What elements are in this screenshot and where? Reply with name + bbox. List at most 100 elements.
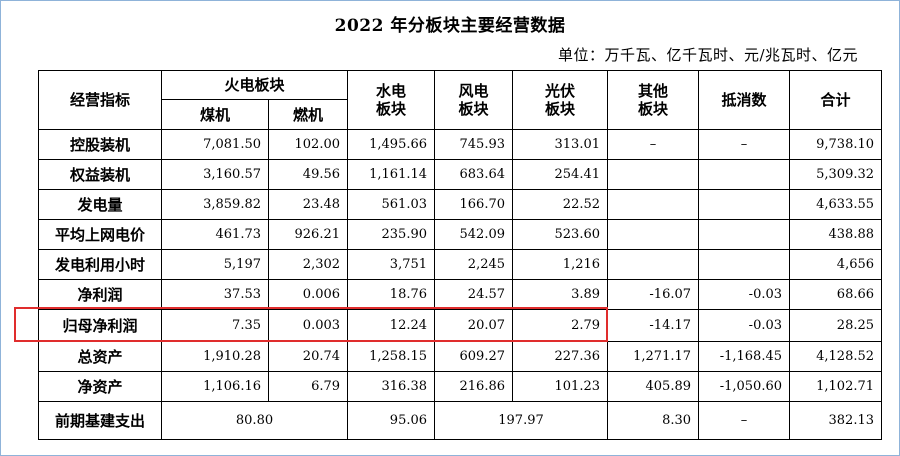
table-title: 2022 年分板块主要经营数据 [334, 16, 566, 36]
header-other: 其他 板块 [607, 70, 700, 130]
cell-gas: 0.003 [267, 309, 349, 342]
cell-gas: 49.56 [267, 159, 349, 190]
table-row-highlighted: 归母净利润 7.35 0.003 12.24 20.07 2.79 -14.17… [38, 309, 883, 342]
header-total: 合计 [789, 70, 883, 130]
table-row: 总资产 1,910.28 20.74 1,258.15 609.27 227.3… [38, 341, 883, 372]
cell-hydro: 1,258.15 [347, 341, 436, 372]
cell-hydro: 561.03 [347, 189, 436, 220]
cell-renewable-capex: 197.97 [434, 401, 609, 440]
cell-total: 4,656 [789, 249, 883, 280]
cell-hydro: 316.38 [347, 371, 436, 402]
cell-total: 438.88 [789, 219, 883, 250]
cell-coal: 1,106.16 [161, 371, 269, 402]
cell-wind: 216.86 [434, 371, 514, 402]
cell-hydro: 18.76 [347, 279, 436, 310]
cell-offset [698, 219, 791, 250]
cell-total-capex: 382.13 [789, 401, 883, 440]
table-row: 发电量 3,859.82 23.48 561.03 166.70 22.52 4… [38, 189, 883, 220]
cell-wind: 2,245 [434, 249, 514, 280]
table-row: 净资产 1,106.16 6.79 316.38 216.86 101.23 4… [38, 371, 883, 402]
cell-coal: 5,197 [161, 249, 269, 280]
cell-offset [698, 249, 791, 280]
cell-gas: 102.00 [267, 129, 349, 160]
cell-solar: 101.23 [512, 371, 609, 402]
cell-offset-capex: – [698, 401, 791, 440]
cell-solar: 22.52 [512, 189, 609, 220]
cell-other [607, 159, 700, 190]
cell-offset [698, 189, 791, 220]
cell-wind: 745.93 [434, 129, 514, 160]
cell-offset: -0.03 [698, 309, 791, 342]
cell-other: – [607, 129, 700, 160]
unit-note: 单位：万千瓦、亿千瓦时、元/兆瓦时、亿元 [557, 46, 858, 64]
cell-total: 9,738.10 [789, 129, 883, 160]
cell-solar: 227.36 [512, 341, 609, 372]
cell-coal: 1,910.28 [161, 341, 269, 372]
row-label: 平均上网电价 [38, 219, 162, 250]
cell-other: 405.89 [607, 371, 700, 402]
cell-gas: 2,302 [267, 249, 349, 280]
cell-other [607, 189, 700, 220]
cell-hydro: 12.24 [347, 309, 436, 342]
cell-offset: -1,050.60 [698, 371, 791, 402]
cell-total: 5,309.32 [789, 159, 883, 190]
cell-hydro: 3,751 [347, 249, 436, 280]
cell-solar: 523.60 [512, 219, 609, 250]
row-label: 控股装机 [38, 129, 162, 160]
cell-offset: -0.03 [698, 279, 791, 310]
cell-offset [698, 159, 791, 190]
cell-offset: -1,168.45 [698, 341, 791, 372]
cell-coal: 3,859.82 [161, 189, 269, 220]
header-coal: 煤机 [161, 99, 269, 130]
cell-hydro: 1,161.14 [347, 159, 436, 190]
table-row: 权益装机 3,160.57 49.56 1,161.14 683.64 254.… [38, 159, 883, 190]
cell-coal: 461.73 [161, 219, 269, 250]
cell-solar: 3.89 [512, 279, 609, 310]
cell-wind: 683.64 [434, 159, 514, 190]
header-solar: 光伏 板块 [512, 70, 609, 130]
row-label: 发电利用小时 [38, 249, 162, 280]
cell-hydro: 1,495.66 [347, 129, 436, 160]
header-gas: 燃机 [267, 99, 349, 130]
cell-gas: 20.74 [267, 341, 349, 372]
cell-total: 68.66 [789, 279, 883, 310]
cell-gas: 6.79 [267, 371, 349, 402]
cell-solar: 313.01 [512, 129, 609, 160]
table-row: 控股装机 7,081.50 102.00 1,495.66 745.93 313… [38, 129, 883, 160]
cell-hydro: 235.90 [347, 219, 436, 250]
cell-gas: 0.006 [267, 279, 349, 310]
row-label: 归母净利润 [38, 309, 162, 342]
cell-coal: 7,081.50 [161, 129, 269, 160]
header-indicator: 经营指标 [38, 70, 162, 130]
cell-gas: 23.48 [267, 189, 349, 220]
operating-data-table: 经营指标 火电板块 水电 板块 风电 板块 光伏 板块 其他 板块 抵消数 合计 煤机 … [38, 70, 883, 440]
cell-solar: 1,216 [512, 249, 609, 280]
cell-solar: 254.41 [512, 159, 609, 190]
header-offset: 抵消数 [698, 70, 791, 130]
table-row: 净利润 37.53 0.006 18.76 24.57 3.89 -16.07 … [38, 279, 883, 310]
row-label: 净资产 [38, 371, 162, 402]
cell-thermal-capex: 80.80 [160, 401, 349, 440]
cell-wind: 166.70 [434, 189, 514, 220]
header-row-1: 经营指标 火电板块 水电 板块 风电 板块 光伏 板块 其他 板块 抵消数 合计 [38, 70, 883, 130]
cell-wind: 542.09 [434, 219, 514, 250]
cell-coal: 7.35 [161, 309, 269, 342]
cell-total: 1,102.71 [789, 371, 883, 402]
cell-other: -14.17 [607, 309, 700, 342]
cell-total: 28.25 [789, 309, 883, 342]
table-row: 发电利用小时 5,197 2,302 3,751 2,245 1,216 4,6… [38, 249, 883, 280]
header-hydro: 水电 板块 [347, 70, 436, 130]
cell-other-capex: 8.30 [607, 401, 700, 440]
cell-total: 4,633.55 [789, 189, 883, 220]
cell-coal: 3,160.57 [161, 159, 269, 190]
cell-gas: 926.21 [267, 219, 349, 250]
capex-row: 前期基建支出 80.80 95.06 197.97 8.30 – 382.13 [38, 401, 883, 440]
cell-wind: 609.27 [434, 341, 514, 372]
header-row-2: 煤机 燃机 [39, 99, 882, 130]
cell-other: 1,271.17 [607, 341, 700, 372]
header-thermal: 火电板块 [160, 70, 349, 100]
cell-other [607, 219, 700, 250]
table-row: 平均上网电价 461.73 926.21 235.90 542.09 523.6… [38, 219, 883, 250]
cell-wind: 20.07 [434, 309, 514, 342]
row-label: 前期基建支出 [38, 401, 162, 440]
